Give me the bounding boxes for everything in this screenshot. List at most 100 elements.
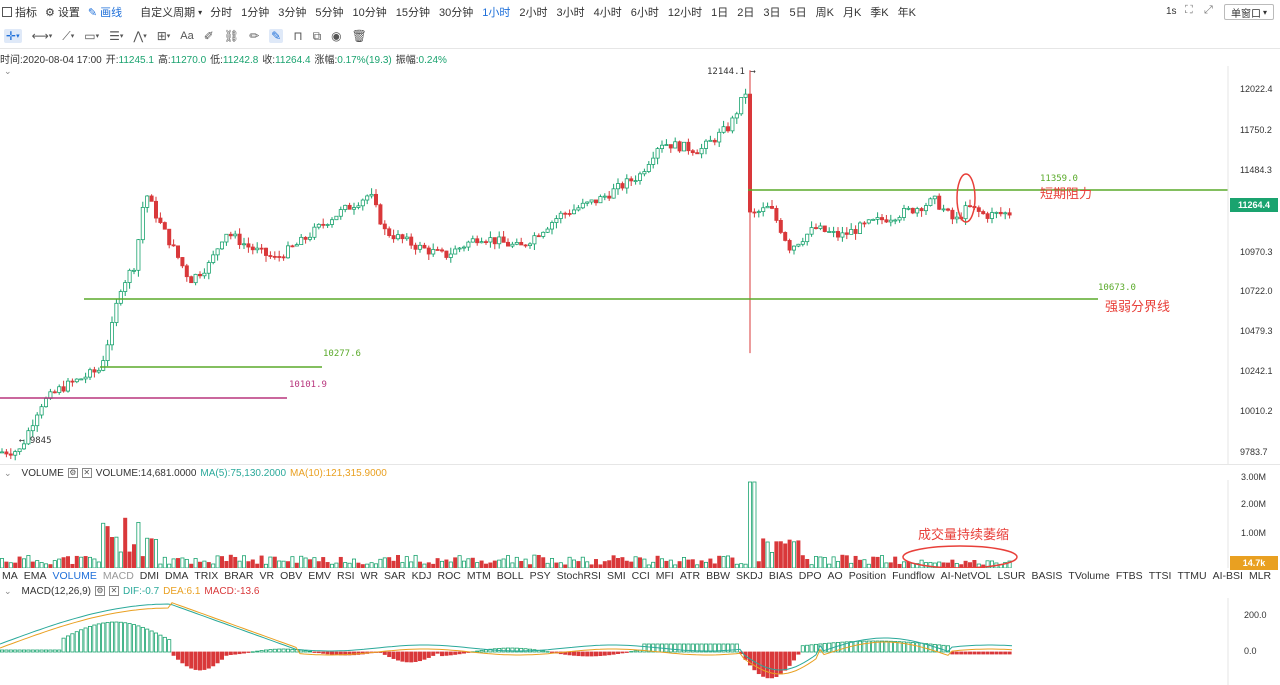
- indicator-tab-4[interactable]: DMI: [139, 569, 160, 582]
- indicator-tab-16[interactable]: MTM: [466, 569, 491, 582]
- volume-bar: [378, 558, 383, 568]
- indicator-tab-33[interactable]: BASIS: [1031, 569, 1063, 582]
- indicator-tab-34[interactable]: TVolume: [1068, 569, 1110, 582]
- magnet-pen-icon[interactable]: ✎: [269, 29, 284, 43]
- trash-icon[interactable]: 🗑: [351, 29, 367, 43]
- period-14[interactable]: 2日: [737, 7, 755, 19]
- grid-icon[interactable]: ⊞ ▾: [156, 29, 171, 43]
- indicator-tab-10[interactable]: EMV: [308, 569, 332, 582]
- candlestick-chart[interactable]: [0, 66, 1280, 464]
- trend-line-icon[interactable]: ⟋ ▾: [62, 28, 75, 43]
- settings-icon[interactable]: ⚙: [67, 468, 78, 478]
- volume-chart[interactable]: [0, 480, 1280, 568]
- crosshair-icon[interactable]: ✛ ▾: [4, 29, 22, 43]
- indicator-tab-2[interactable]: VOLUME: [52, 569, 97, 582]
- indicator-tab-38[interactable]: AI-BSI: [1212, 569, 1243, 582]
- period-18[interactable]: 月K: [842, 7, 862, 19]
- custom-period-button[interactable]: 自定义周期 ▾: [140, 7, 203, 19]
- rectangle-icon[interactable]: ▭ ▾: [84, 29, 100, 43]
- macd-bar: [96, 623, 101, 653]
- indicators-button[interactable]: 指标: [2, 4, 37, 20]
- indicator-tab-39[interactable]: MLR: [1248, 569, 1272, 582]
- macd-chart[interactable]: [0, 598, 1280, 685]
- indicator-tab-14[interactable]: KDJ: [411, 569, 432, 582]
- copy-icon[interactable]: ⧉: [312, 28, 322, 43]
- indicator-tab-9[interactable]: OBV: [280, 569, 303, 582]
- period-1[interactable]: 1分钟: [241, 7, 270, 19]
- period-13[interactable]: 1日: [711, 7, 729, 19]
- period-3[interactable]: 5分钟: [315, 7, 344, 19]
- indicator-tab-29[interactable]: Position: [848, 569, 887, 582]
- indicator-tab-11[interactable]: RSI: [337, 569, 355, 582]
- close-icon[interactable]: ✕: [109, 586, 120, 596]
- period-19[interactable]: 季K: [870, 7, 889, 19]
- period-6[interactable]: 30分钟: [438, 7, 474, 19]
- refresh-rate[interactable]: 1s: [1166, 6, 1177, 17]
- indicator-tab-30[interactable]: Fundflow: [892, 569, 935, 582]
- indicator-tab-12[interactable]: WR: [360, 569, 379, 582]
- indicator-tab-25[interactable]: SKDJ: [735, 569, 763, 582]
- indicator-tab-32[interactable]: LSUR: [997, 569, 1026, 582]
- indicator-tab-5[interactable]: DMA: [165, 569, 189, 582]
- indicator-tab-31[interactable]: AI-NetVOL: [940, 569, 992, 582]
- indicator-tab-20[interactable]: SMI: [606, 569, 626, 582]
- period-12[interactable]: 12小时: [667, 7, 703, 19]
- period-10[interactable]: 4小时: [593, 7, 622, 19]
- window-mode-select[interactable]: 单窗口 ▾: [1224, 4, 1274, 20]
- period-15[interactable]: 3日: [763, 7, 781, 19]
- indicator-tab-0[interactable]: MA: [2, 569, 18, 582]
- period-16[interactable]: 5日: [789, 7, 807, 19]
- period-11[interactable]: 6小时: [630, 7, 659, 19]
- indicator-tab-21[interactable]: CCI: [631, 569, 650, 582]
- indicator-tab-8[interactable]: VR: [259, 569, 275, 582]
- period-4[interactable]: 10分钟: [352, 7, 387, 19]
- lock-icon[interactable]: ⊓: [293, 29, 303, 43]
- period-20[interactable]: 年K: [897, 7, 916, 19]
- indicator-tab-27[interactable]: DPO: [798, 569, 822, 582]
- collapse-chevron-icon[interactable]: ⌄: [4, 585, 12, 596]
- indicator-tab-37[interactable]: TTMU: [1177, 569, 1207, 582]
- indicator-tab-18[interactable]: PSY: [529, 569, 551, 582]
- expand-icon[interactable]: ⤢: [1204, 4, 1213, 16]
- candle-body: [638, 173, 643, 181]
- ruler-icon[interactable]: ✏: [249, 29, 260, 43]
- settings-button[interactable]: ⚙ 设置: [45, 6, 80, 20]
- eye-icon[interactable]: ◉: [331, 29, 342, 43]
- close-icon[interactable]: ✕: [81, 468, 92, 478]
- indicator-tab-22[interactable]: MFI: [655, 569, 674, 582]
- indicator-tab-23[interactable]: ATR: [679, 569, 701, 582]
- wave-icon[interactable]: ⋀ ▾: [133, 29, 147, 43]
- indicator-tab-1[interactable]: EMA: [23, 569, 47, 582]
- period-5[interactable]: 15分钟: [395, 7, 430, 19]
- indicator-tab-28[interactable]: AO: [827, 569, 843, 582]
- collapse-chevron-icon[interactable]: ⌄: [4, 467, 12, 478]
- indicator-tab-19[interactable]: StochRSI: [556, 569, 601, 582]
- period-0[interactable]: 分时: [210, 7, 233, 19]
- text-icon[interactable]: Aa: [180, 30, 194, 42]
- horizontal-line-icon[interactable]: ⟷ ▾: [31, 29, 53, 43]
- indicator-tab-26[interactable]: BIAS: [768, 569, 793, 582]
- period-2[interactable]: 3分钟: [278, 7, 307, 19]
- volume-bar: [831, 556, 836, 568]
- fullscreen-icon[interactable]: ⛶: [1185, 4, 1193, 16]
- settings-icon[interactable]: ⚙: [95, 586, 106, 596]
- indicator-tab-24[interactable]: BBW: [706, 569, 730, 582]
- brush-icon[interactable]: ✐: [203, 29, 214, 43]
- indicator-tab-15[interactable]: ROC: [437, 569, 461, 582]
- link-icon[interactable]: ⛓: [223, 29, 240, 43]
- period-9[interactable]: 3小时: [556, 7, 585, 19]
- indicator-tab-17[interactable]: BOLL: [496, 569, 524, 582]
- fibonacci-icon[interactable]: ☰ ▾: [109, 29, 124, 43]
- period-7[interactable]: 1小时: [482, 7, 511, 19]
- collapse-chevron-icon[interactable]: ⌄: [4, 66, 12, 76]
- period-17[interactable]: 周K: [815, 7, 834, 19]
- indicator-tab-3[interactable]: MACD: [102, 569, 134, 582]
- volume-bar: [404, 556, 409, 568]
- draw-button[interactable]: ✎ 画线: [87, 6, 123, 20]
- indicator-tab-13[interactable]: SAR: [384, 569, 406, 582]
- indicator-tab-7[interactable]: BRAR: [224, 569, 254, 582]
- indicator-tab-35[interactable]: FTBS: [1115, 569, 1143, 582]
- indicator-tab-6[interactable]: TRIX: [194, 569, 219, 582]
- indicator-tab-36[interactable]: TTSI: [1148, 569, 1172, 582]
- period-8[interactable]: 2小时: [519, 7, 548, 19]
